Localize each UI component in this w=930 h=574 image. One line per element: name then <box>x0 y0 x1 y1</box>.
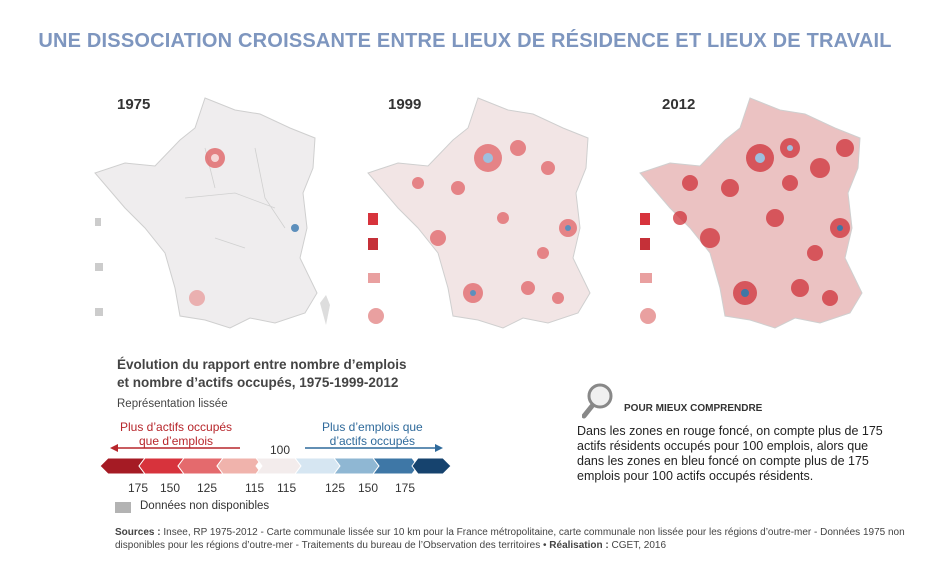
center-value: 100 <box>270 443 291 457</box>
legend-tick-label: 125 <box>325 481 346 495</box>
map-year-label: 1975 <box>117 96 151 113</box>
left-arrow-head <box>110 444 118 452</box>
map-1975: 1975 <box>85 88 355 358</box>
legend-class-swatch <box>372 457 419 475</box>
realisation-text: CGET, 2016 <box>608 540 667 551</box>
legend-class-swatch <box>333 457 380 475</box>
legend-class-swatch <box>411 457 452 475</box>
legend-scale <box>100 444 452 475</box>
legend-title: Évolution du rapport entre nombre d’empl… <box>117 357 407 390</box>
legend-left-label: Plus d’actifs occupés que d’emplois <box>120 420 233 448</box>
nodata-swatch <box>115 502 131 513</box>
legend-class-swatch <box>216 457 263 475</box>
help-heading: POUR MIEUX COMPRENDRE <box>624 403 763 414</box>
sources-text: Insee, RP 1975-2012 - Carte communale li… <box>115 527 905 551</box>
france-map-1999 <box>367 97 591 329</box>
map-year-label: 2012 <box>662 96 696 113</box>
legend-tick-label: 175 <box>395 481 416 495</box>
legend-tick-label: 150 <box>358 481 379 495</box>
legend-class-swatch <box>100 457 146 475</box>
nodata-label: Données non disponibles <box>140 500 270 512</box>
map-2012: 2012 <box>630 88 900 358</box>
magnifier-icon <box>582 383 613 419</box>
legend-class-swatch <box>138 457 185 475</box>
legend-tick-label: 125 <box>197 481 218 495</box>
legend-tick-label: 150 <box>160 481 181 495</box>
france-map-1975 <box>94 97 330 329</box>
legend-right-label: Plus d’emplois que d’actifs occupés <box>322 420 423 448</box>
legend-class-swatch <box>294 457 341 475</box>
map-1999: 1999 <box>358 88 628 358</box>
legend-tick-label: 175 <box>128 481 149 495</box>
sources: Sources : Insee, RP 1975-2012 - Carte co… <box>115 526 905 552</box>
legend-tick-label: 115 <box>245 481 265 495</box>
legend-subtitle: Représentation lissée <box>117 398 228 410</box>
realisation-label: Réalisation : <box>549 540 609 551</box>
map-year-label: 1999 <box>388 96 422 113</box>
page-title: UNE DISSOCIATION CROISSANTE ENTRE LIEUX … <box>38 30 892 52</box>
sources-label: Sources : <box>115 527 161 538</box>
france-map-2012 <box>639 97 863 329</box>
legend-tick-label: 115 <box>277 481 297 495</box>
right-arrow-head <box>435 444 443 452</box>
legend-class-swatch <box>177 457 224 475</box>
help-text: Dans les zones en rouge foncé, on compte… <box>577 424 883 483</box>
legend-class-swatch <box>255 457 302 475</box>
